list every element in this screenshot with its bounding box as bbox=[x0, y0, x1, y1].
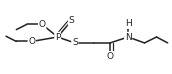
Text: S: S bbox=[72, 38, 78, 47]
Text: O: O bbox=[107, 52, 114, 61]
Text: N: N bbox=[125, 32, 132, 42]
Text: S: S bbox=[68, 16, 74, 25]
Text: O: O bbox=[28, 37, 35, 46]
Text: O: O bbox=[39, 20, 46, 29]
Text: P: P bbox=[55, 32, 60, 42]
Text: H: H bbox=[125, 19, 132, 28]
